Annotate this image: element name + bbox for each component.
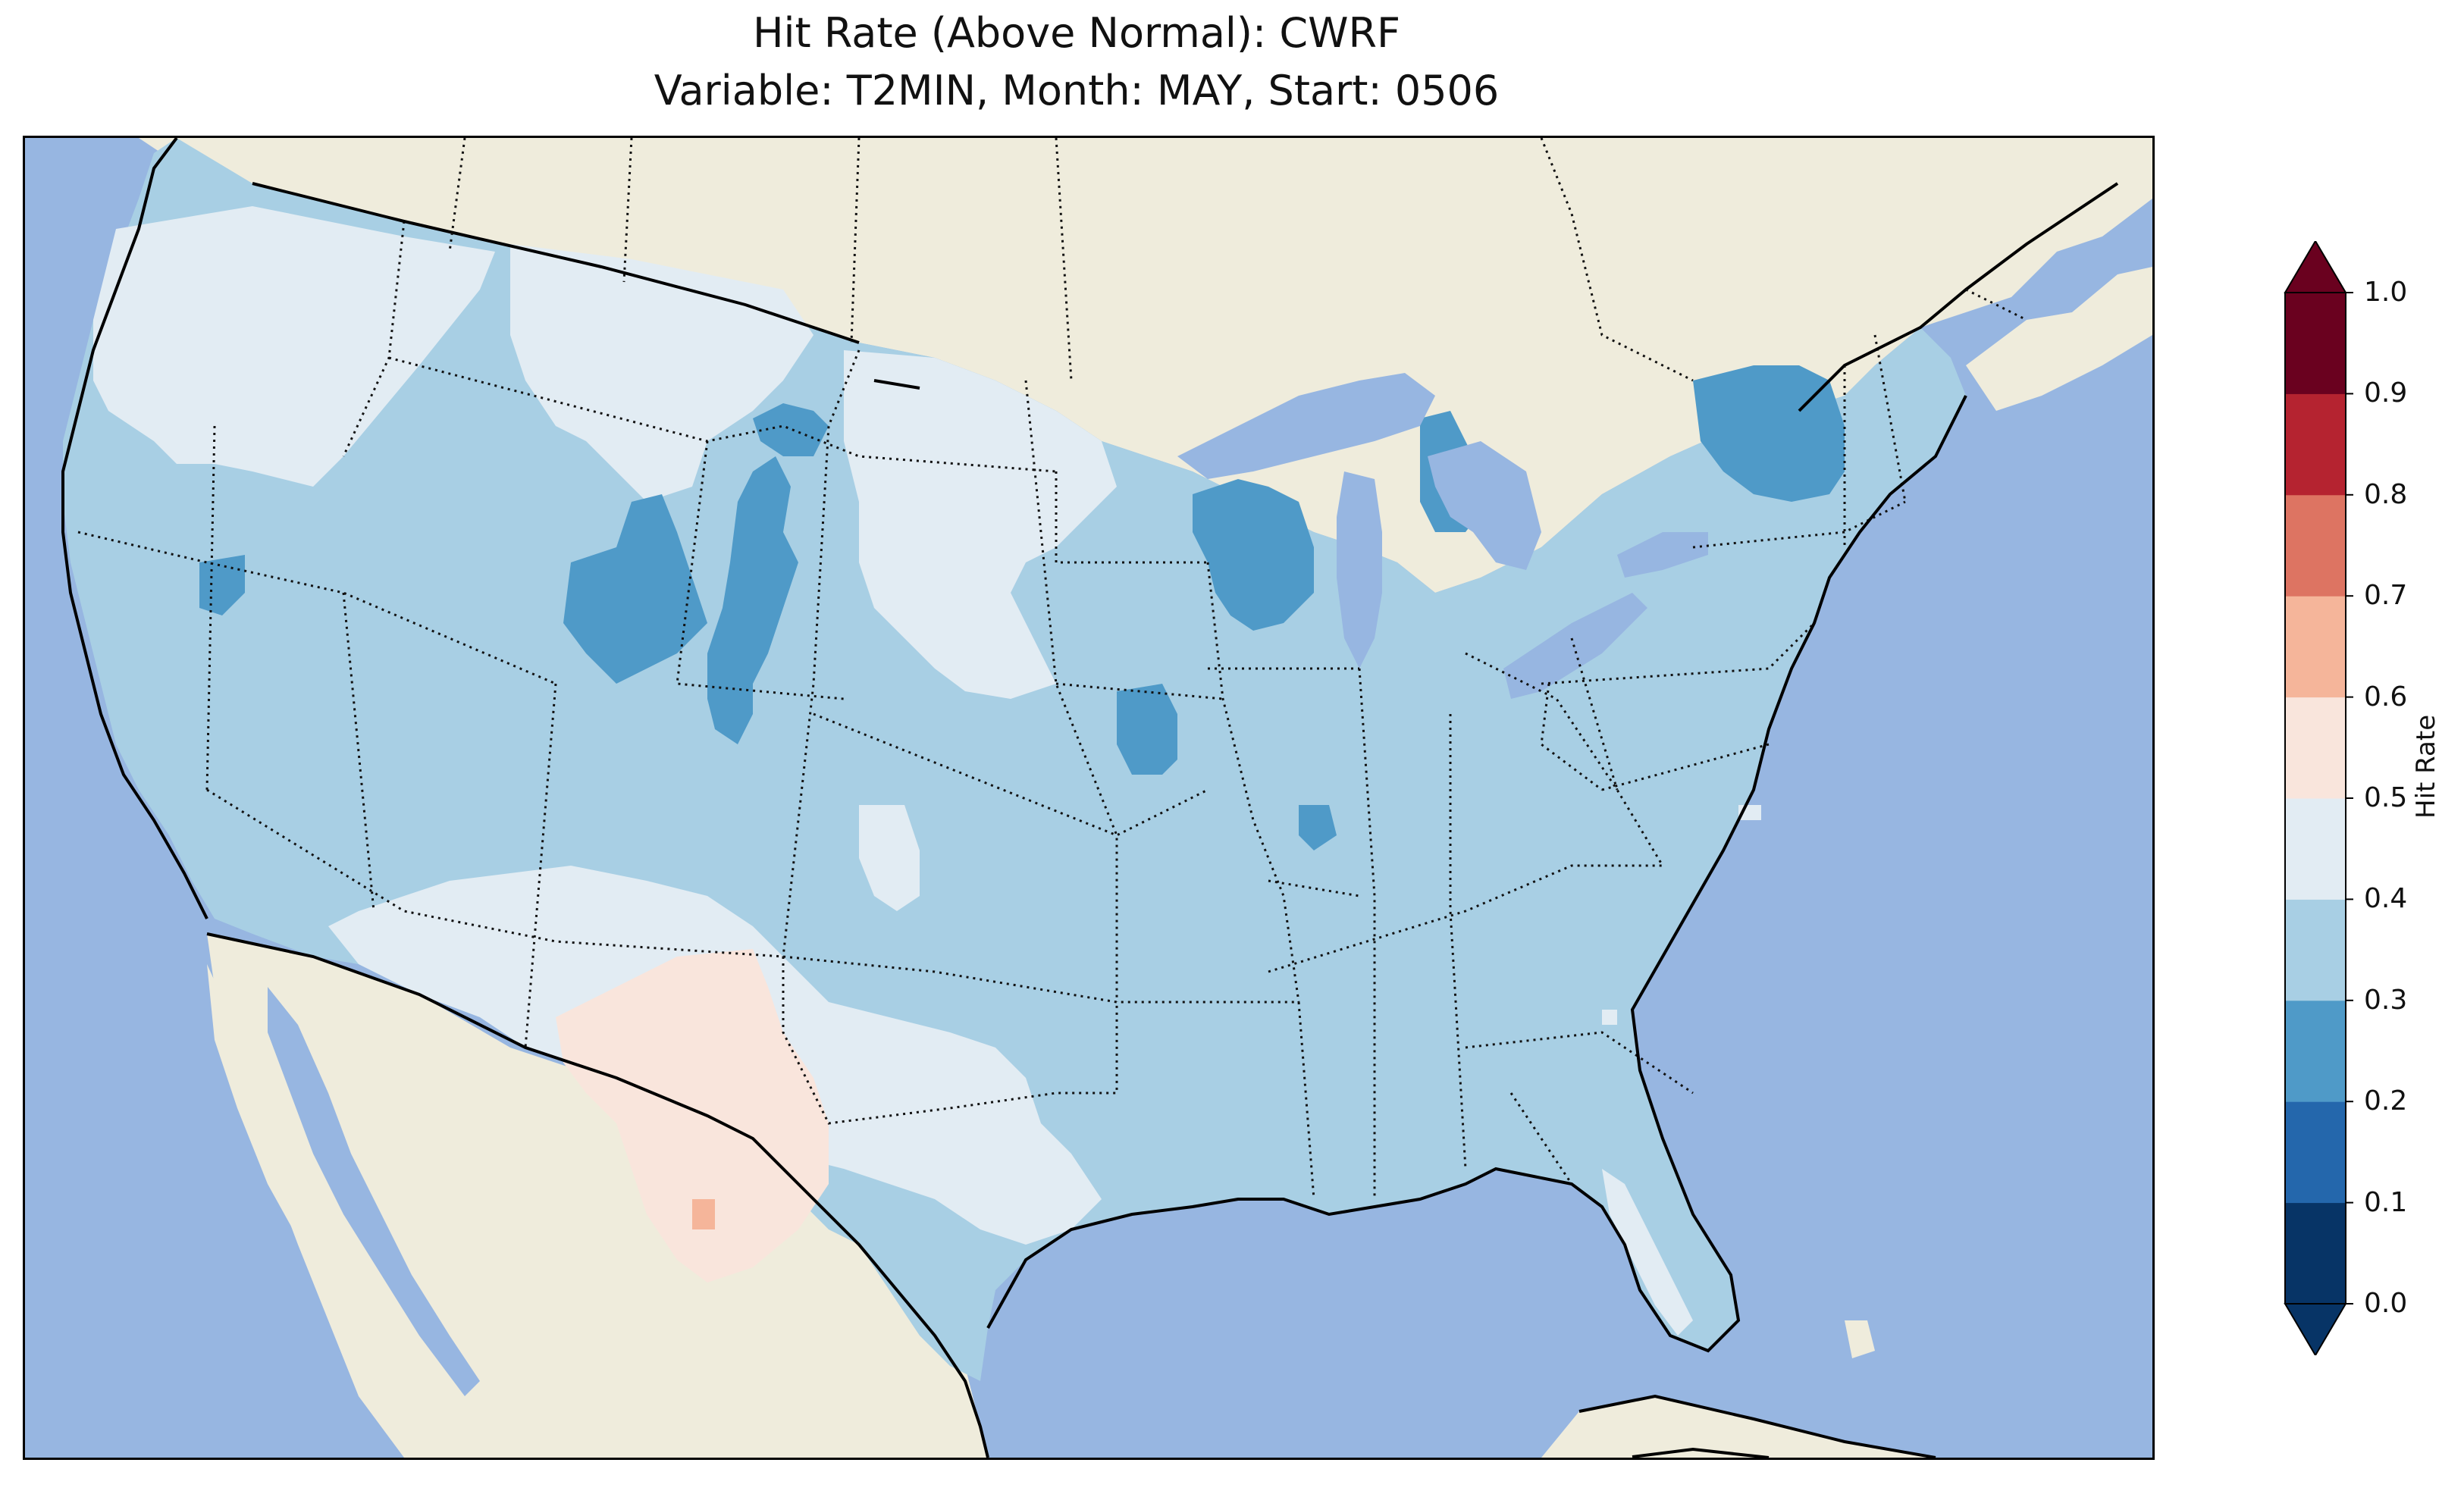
colorbar-extend-bottom bbox=[2284, 1303, 2347, 1355]
cuba-land bbox=[1541, 1396, 1936, 1458]
lake-ontario bbox=[1617, 532, 1708, 578]
colorbar-tick-label: 0.9 bbox=[2364, 377, 2408, 409]
bin02-wyoming-west bbox=[563, 494, 707, 684]
colorbar-tick-label: 0.3 bbox=[2364, 984, 2408, 1016]
lake-superior bbox=[1177, 373, 1435, 479]
coastlines bbox=[61, 138, 2119, 1458]
colorbar-tick-label: 0.8 bbox=[2364, 478, 2408, 510]
colorbar-tick-label: 0.0 bbox=[2364, 1288, 2408, 1319]
colorbar-bin bbox=[2285, 798, 2346, 900]
mexico-land bbox=[207, 934, 988, 1458]
colorbar-bin bbox=[2285, 293, 2346, 394]
colorbar-bin bbox=[2285, 1101, 2346, 1204]
bin04-montana bbox=[510, 244, 813, 502]
colorbar-tick-label: 0.5 bbox=[2364, 782, 2408, 813]
bin02-illinois-spot bbox=[1299, 805, 1337, 850]
lake-erie bbox=[1503, 593, 1647, 699]
bin02-newyork bbox=[1693, 365, 1845, 502]
map-title: Hit Rate (Above Normal): CWRF bbox=[752, 9, 1401, 57]
colorbar-bin bbox=[2285, 393, 2346, 496]
colorbar-bin bbox=[2285, 494, 2346, 597]
colorbar bbox=[2284, 241, 2353, 1355]
colorbar-tick-label: 0.2 bbox=[2364, 1085, 2408, 1117]
bin04-florida bbox=[1602, 1169, 1693, 1336]
bin05-texas-nm bbox=[556, 949, 829, 1283]
colorbar-ticks bbox=[2346, 292, 2353, 1305]
colorbar-bin bbox=[2285, 1000, 2346, 1102]
colorbar-tick-label: 1.0 bbox=[2364, 277, 2408, 308]
map-panel bbox=[23, 136, 2155, 1460]
conus-base bbox=[63, 138, 1966, 1381]
bin02-missouri bbox=[1117, 684, 1177, 775]
bin04-kansas-spot bbox=[859, 805, 920, 911]
colorbar-label: Hit Rate bbox=[2411, 714, 2441, 819]
colorbar-tick-label: 0.7 bbox=[2364, 580, 2408, 612]
lake-huron bbox=[1428, 441, 1541, 570]
baja-land bbox=[207, 964, 450, 1427]
bin04-northdakota bbox=[844, 350, 1117, 699]
colorbar-bin bbox=[2285, 596, 2346, 698]
bin02-wyoming-east bbox=[707, 456, 798, 744]
map-subtitle: Variable: T2MIN, Month: MAY, Start: 0506 bbox=[654, 67, 1500, 114]
bin02-wisconsin bbox=[1193, 479, 1314, 631]
bin04-pnw bbox=[93, 206, 495, 487]
canada-land bbox=[139, 138, 2152, 593]
colorbar-bin bbox=[2285, 1202, 2346, 1305]
colorbar-tick-label: 0.4 bbox=[2364, 883, 2408, 915]
colorbar-tick-label: 0.1 bbox=[2364, 1186, 2408, 1218]
colorbar-tick-label: 0.6 bbox=[2364, 681, 2408, 713]
bin02-wyoming-north bbox=[753, 403, 829, 456]
canada-borders bbox=[448, 138, 2027, 382]
gulf-of-california bbox=[268, 987, 480, 1396]
state-borders bbox=[77, 221, 1907, 1200]
colorbar-bin bbox=[2285, 697, 2346, 799]
colorbar-extend-top bbox=[2284, 241, 2347, 293]
map-canvas bbox=[61, 138, 2152, 1458]
maritime-land bbox=[1966, 267, 2152, 411]
bin06-texas-spot bbox=[692, 1199, 715, 1229]
lake-michigan bbox=[1337, 471, 1382, 669]
colorbar-bins bbox=[2285, 293, 2346, 1305]
bahamas-land bbox=[1845, 1320, 1875, 1358]
colorbar-bin bbox=[2285, 899, 2346, 1001]
